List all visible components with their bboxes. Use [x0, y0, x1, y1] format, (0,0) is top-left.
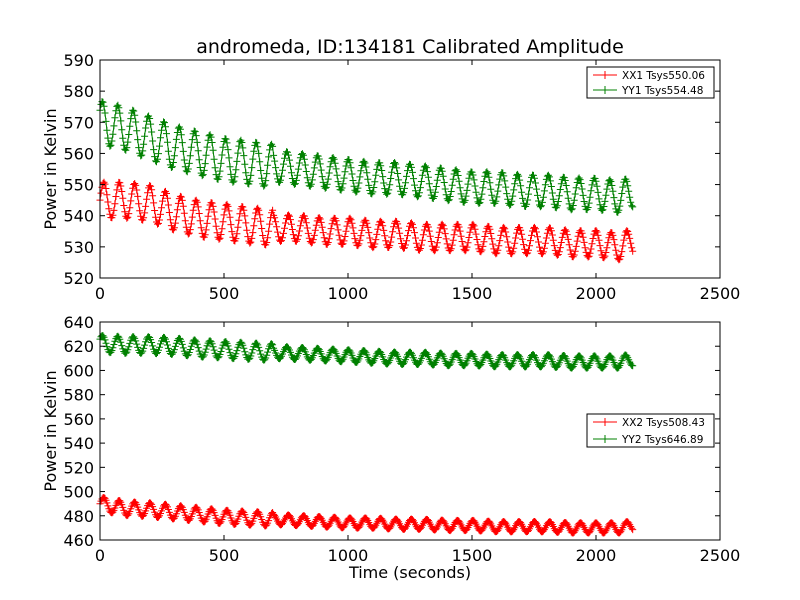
x-tick-label: 2000: [576, 546, 617, 565]
x-tick-label: 2000: [576, 284, 617, 303]
top-panel-series: [96, 98, 637, 264]
top-panel-legend: XX1 Tsys550.06 YY1 Tsys554.48: [586, 66, 715, 99]
top-panel-ticks: 0 500 1000 1500 2000 2500 520 530 540 550 560 570 58…: [63, 51, 740, 303]
y-tick-label: 590: [63, 51, 94, 70]
y-tick-label: 540: [63, 207, 94, 226]
chart-title: andromeda, ID:134181 Calibrated Amplitud…: [196, 36, 624, 58]
legend-item: YY2 Tsys646.89: [593, 434, 703, 446]
y-tick-label: 480: [63, 507, 94, 526]
x-tick-label: 1000: [328, 546, 369, 565]
y-tick-label: 520: [63, 269, 94, 288]
y-tick-label: 460: [63, 531, 94, 550]
legend-box: [586, 66, 715, 99]
y-tick-label: 570: [63, 113, 94, 132]
y-tick-label: 550: [63, 176, 94, 195]
top-panel-frame: [99, 59, 721, 279]
y-tick-label: 600: [63, 361, 94, 380]
y-tick-label: 620: [63, 337, 94, 356]
top-panel: 0 500 1000 1500 2000 2500 520 530 540 550 560 570 58…: [41, 51, 740, 303]
legend-item: XX1 Tsys550.06: [593, 70, 705, 82]
x-tick-label: 1500: [452, 284, 493, 303]
legend-marker: [601, 71, 609, 79]
legend-marker: [601, 418, 609, 426]
y-tick-label: 520: [63, 458, 94, 477]
x-tick-label: 1500: [452, 546, 493, 565]
y-tick-label: 540: [63, 434, 94, 453]
x-tick-label: 1000: [328, 284, 369, 303]
x-tick-label: 2500: [700, 284, 741, 303]
y-tick-label: 560: [63, 144, 94, 163]
legend-marker: [601, 86, 609, 94]
y-tick-label: 580: [63, 386, 94, 405]
series-xx2: [96, 494, 637, 537]
bottom-panel-xlabel: Time (seconds): [348, 563, 471, 582]
legend-item: YY1 Tsys554.48: [593, 85, 703, 97]
bottom-panel-ylabel: Power in Kelvin: [41, 370, 60, 491]
legend-label: XX1 Tsys550.06: [622, 70, 705, 82]
x-tick-label: 500: [209, 546, 240, 565]
x-tick-label: 0: [95, 546, 105, 565]
series-yy1: [96, 98, 637, 216]
legend-item: XX2 Tsys508.43: [593, 417, 705, 429]
y-tick-label: 580: [63, 82, 94, 101]
legend-label: YY1 Tsys554.48: [621, 85, 703, 97]
legend-label: YY2 Tsys646.89: [621, 434, 703, 446]
bottom-panel-ticks: 0 500 1000 1500 2000 2500 460 480 500 520 540 560 58…: [63, 313, 740, 565]
bottom-panel-series: [96, 332, 637, 537]
x-tick-label: 500: [209, 284, 240, 303]
legend-label: XX2 Tsys508.43: [622, 417, 705, 429]
legend-box: [586, 413, 715, 448]
top-panel-ylabel: Power in Kelvin: [41, 108, 60, 229]
legend-marker: [601, 435, 609, 443]
y-tick-label: 640: [63, 313, 94, 332]
x-tick-label: 0: [95, 284, 105, 303]
bottom-panel: 0 500 1000 1500 2000 2500 460 480 500 520 540 560 58…: [41, 313, 740, 582]
y-tick-label: 500: [63, 483, 94, 502]
bottom-panel-frame: [99, 321, 721, 541]
y-tick-label: 530: [63, 238, 94, 257]
bottom-panel-legend: XX2 Tsys508.43 YY2 Tsys646.89: [586, 413, 715, 448]
x-tick-label: 2500: [700, 546, 741, 565]
y-tick-label: 560: [63, 410, 94, 429]
